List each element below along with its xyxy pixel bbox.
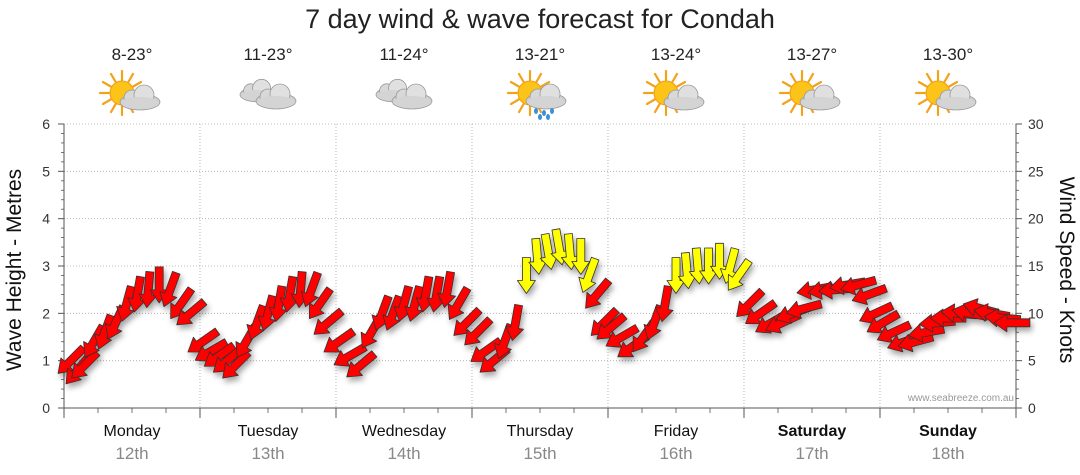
temperature-range: 13-30° <box>923 45 973 64</box>
day-date-label: 17th <box>795 444 828 463</box>
y-left-tick-label: 0 <box>42 400 50 416</box>
day-date-label: 16th <box>659 444 692 463</box>
wind-arrow <box>246 304 268 341</box>
temperature-range: 13-24° <box>651 45 701 64</box>
y-right-tick-label: 5 <box>1028 353 1036 369</box>
wind-arrow <box>560 233 580 271</box>
wind-arrow <box>866 309 901 334</box>
wind-arrow <box>666 257 686 294</box>
wind-arrow <box>404 285 424 322</box>
wind-arrow <box>313 307 345 335</box>
wave-height-axis: 0 1 2 3 4 5 6 Wave Height - Metres <box>3 116 64 416</box>
day-name-label: Thursday <box>507 423 574 440</box>
y-left-tick-label: 3 <box>42 258 50 274</box>
wind-arrow <box>840 275 878 296</box>
day-date-label: 13th <box>251 444 284 463</box>
temperature-range: 13-21° <box>515 45 565 64</box>
cloudy-icon <box>239 78 297 110</box>
wind-arrow <box>654 285 674 323</box>
wind-arrow <box>138 271 158 309</box>
wind-speed-axis: 0 5 10 15 20 25 30 Wind Speed - Knots <box>1016 116 1078 416</box>
day-name-label: Tuesday <box>238 423 299 440</box>
y-left-tick-label: 6 <box>42 116 50 132</box>
temperature-range: 11-23° <box>243 45 292 64</box>
partly-cloudy-icon <box>778 69 841 117</box>
y-right-tick-label: 20 <box>1028 211 1044 227</box>
y-right-axis-title: Wind Speed - Knots <box>1055 177 1078 364</box>
wind-arrow <box>571 238 591 275</box>
wind-arrow <box>585 277 613 309</box>
y-left-axis-title: Wave Height - Metres <box>3 169 26 371</box>
wind-arrow <box>505 303 524 341</box>
wind-arrow <box>993 313 1031 333</box>
wind-arrow <box>57 344 87 374</box>
chart-title: 7 day wind & wave forecast for Condah <box>305 4 775 34</box>
wind-arrow <box>464 316 494 346</box>
y-right-tick-label: 15 <box>1028 258 1044 274</box>
wind-arrow <box>550 228 570 266</box>
day-name-label: Sunday <box>919 423 977 440</box>
wind-arrow <box>745 299 778 325</box>
temperature-range: 11-24° <box>379 45 428 64</box>
wind-arrow <box>159 271 181 308</box>
wind-arrow <box>437 270 456 308</box>
wind-arrow <box>517 257 536 294</box>
wind-arrows <box>57 228 1031 385</box>
wind-arrow <box>257 294 277 332</box>
showers-icon <box>506 69 567 120</box>
wind-arrow <box>127 275 146 313</box>
day-date-label: 12th <box>115 444 148 463</box>
y-left-tick-label: 5 <box>42 163 50 179</box>
day-name-label: Saturday <box>778 423 847 440</box>
wind-arrow <box>447 285 472 320</box>
wind-arrow <box>736 287 766 318</box>
wind-arrow <box>279 275 299 313</box>
partly-cloudy-icon <box>98 69 161 117</box>
y-right-tick-label: 10 <box>1028 305 1044 321</box>
wind-arrow <box>453 306 483 336</box>
day-name-label: Monday <box>104 423 161 440</box>
wind-arrow <box>116 285 136 322</box>
partly-cloudy-icon <box>642 69 705 117</box>
wind-arrow <box>605 324 640 348</box>
y-left-tick-label: 1 <box>42 353 50 369</box>
y-right-tick-label: 0 <box>1028 400 1036 416</box>
day-name-label: Friday <box>654 423 698 440</box>
day-date-label: 18th <box>931 444 964 463</box>
wind-arrow <box>300 271 322 308</box>
wind-arrow <box>876 320 913 343</box>
temperature-range: 13-27° <box>787 45 837 64</box>
wind-arrow <box>346 350 378 378</box>
credit-text: www.seabreeze.com.au <box>907 393 1014 404</box>
wind-arrow <box>333 343 368 367</box>
wind-arrow <box>851 284 888 305</box>
wind-arrow <box>323 327 357 353</box>
day-labels: Monday 12th Tuesday 13th Wednesday 14th Thursd… <box>63 408 1017 463</box>
wind-arrow <box>786 299 823 319</box>
wind-arrow <box>596 312 628 340</box>
wind-arrow <box>426 275 445 313</box>
wind-arrow <box>382 294 404 331</box>
wind-arrow <box>727 258 753 291</box>
weather-row: 8-23° 11-23° 11-24° 13-21° 13-24° 13-27° 13-30… <box>98 45 977 120</box>
wind-arrow <box>308 286 334 320</box>
y-right-tick-label: 25 <box>1028 163 1044 179</box>
day-date-label: 14th <box>387 444 420 463</box>
wind-arrow <box>268 285 288 323</box>
temperature-range: 8-23° <box>112 45 153 64</box>
day-date-label: 15th <box>523 444 556 463</box>
wind-arrow <box>176 298 208 326</box>
cloudy-icon <box>375 78 433 110</box>
y-left-tick-label: 4 <box>42 211 50 227</box>
day-name-label: Wednesday <box>362 423 446 440</box>
y-right-tick-label: 30 <box>1028 116 1044 132</box>
partly-cloudy-icon <box>914 69 977 117</box>
y-left-tick-label: 2 <box>42 305 50 321</box>
wind-arrow <box>578 256 600 293</box>
